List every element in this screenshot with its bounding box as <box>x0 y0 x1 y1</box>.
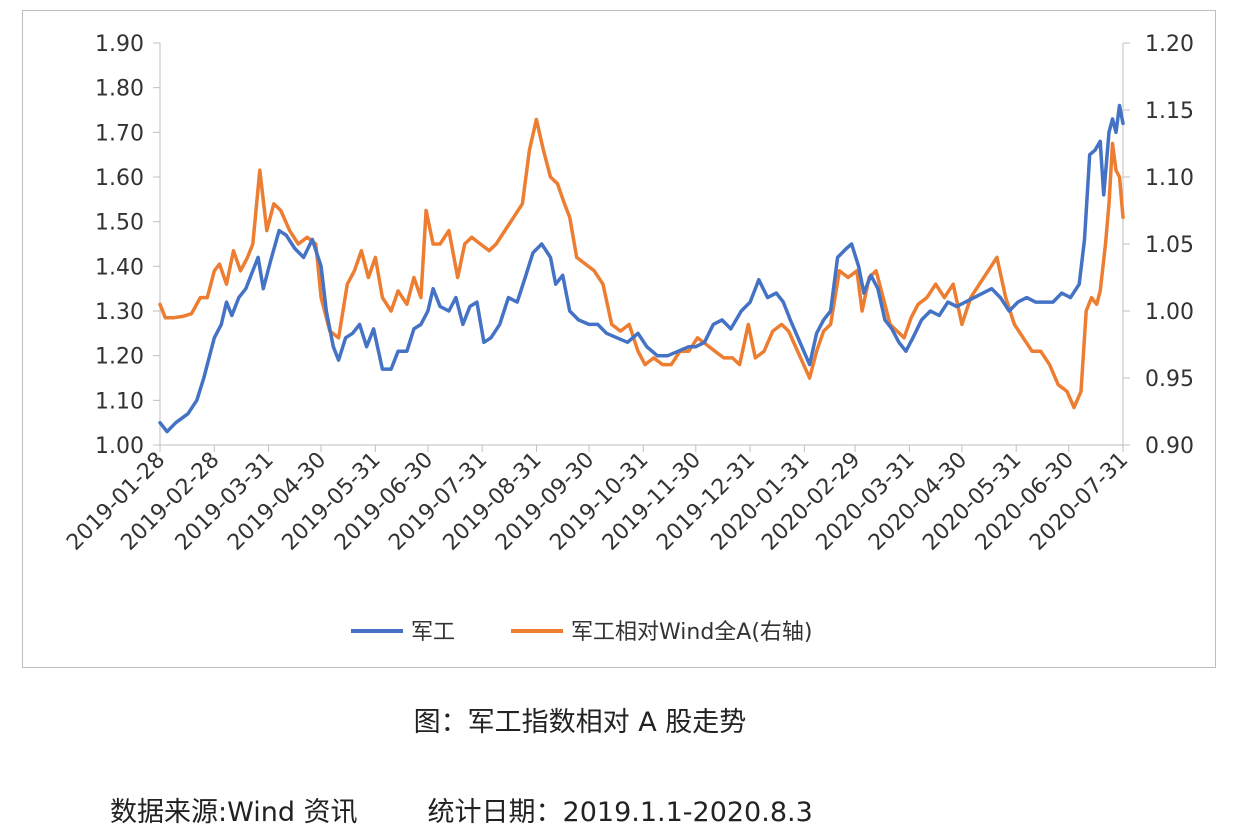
series-line-1 <box>158 103 1125 434</box>
chart-legend: 军工 军工相对Wind全A(右轴) <box>351 620 813 645</box>
left-tick-label: 1.80 <box>95 77 144 102</box>
stats-date: 统计日期：2019.1.1-2020.8.3 <box>427 797 813 828</box>
line-chart: 1.00 1.10 1.20 1.30 1.40 1.50 1.60 1.70 1.80 1.90… <box>62 32 1194 645</box>
right-tick-label: 1.20 <box>1145 32 1194 57</box>
legend-label-1: 军工 <box>411 620 455 645</box>
right-tick-label: 0.90 <box>1145 434 1194 459</box>
right-tick-label: 1.05 <box>1145 233 1194 258</box>
left-tick-label: 1.40 <box>95 255 144 280</box>
left-tick-label: 1.00 <box>95 434 144 459</box>
left-tick-label: 1.90 <box>95 32 144 57</box>
chart-frame: 1.00 1.10 1.20 1.30 1.40 1.50 1.60 1.70 1.80 1.90… <box>22 10 1216 668</box>
right-tick-label: 1.15 <box>1145 99 1194 124</box>
right-tick-label: 1.00 <box>1145 300 1194 325</box>
left-tick-label: 1.10 <box>95 389 144 414</box>
right-tick-label: 0.95 <box>1145 367 1194 392</box>
left-tick-label: 1.30 <box>95 300 144 325</box>
left-tick-label: 1.60 <box>95 166 144 191</box>
source-line: 数据来源:Wind 资讯 统计日期：2019.1.1-2020.8.3 <box>110 790 883 829</box>
left-tick-label: 1.50 <box>95 211 144 236</box>
left-tick-label: 1.20 <box>95 345 144 370</box>
figure-caption: 图：军工指数相对 A 股走势 <box>413 707 747 738</box>
data-source: 数据来源:Wind 资讯 <box>110 797 358 828</box>
right-tick-label: 1.10 <box>1145 166 1194 191</box>
left-tick-label: 1.70 <box>95 121 144 146</box>
series-line-2 <box>158 117 1125 410</box>
legend-label-2: 军工相对Wind全A(右轴) <box>571 620 813 645</box>
